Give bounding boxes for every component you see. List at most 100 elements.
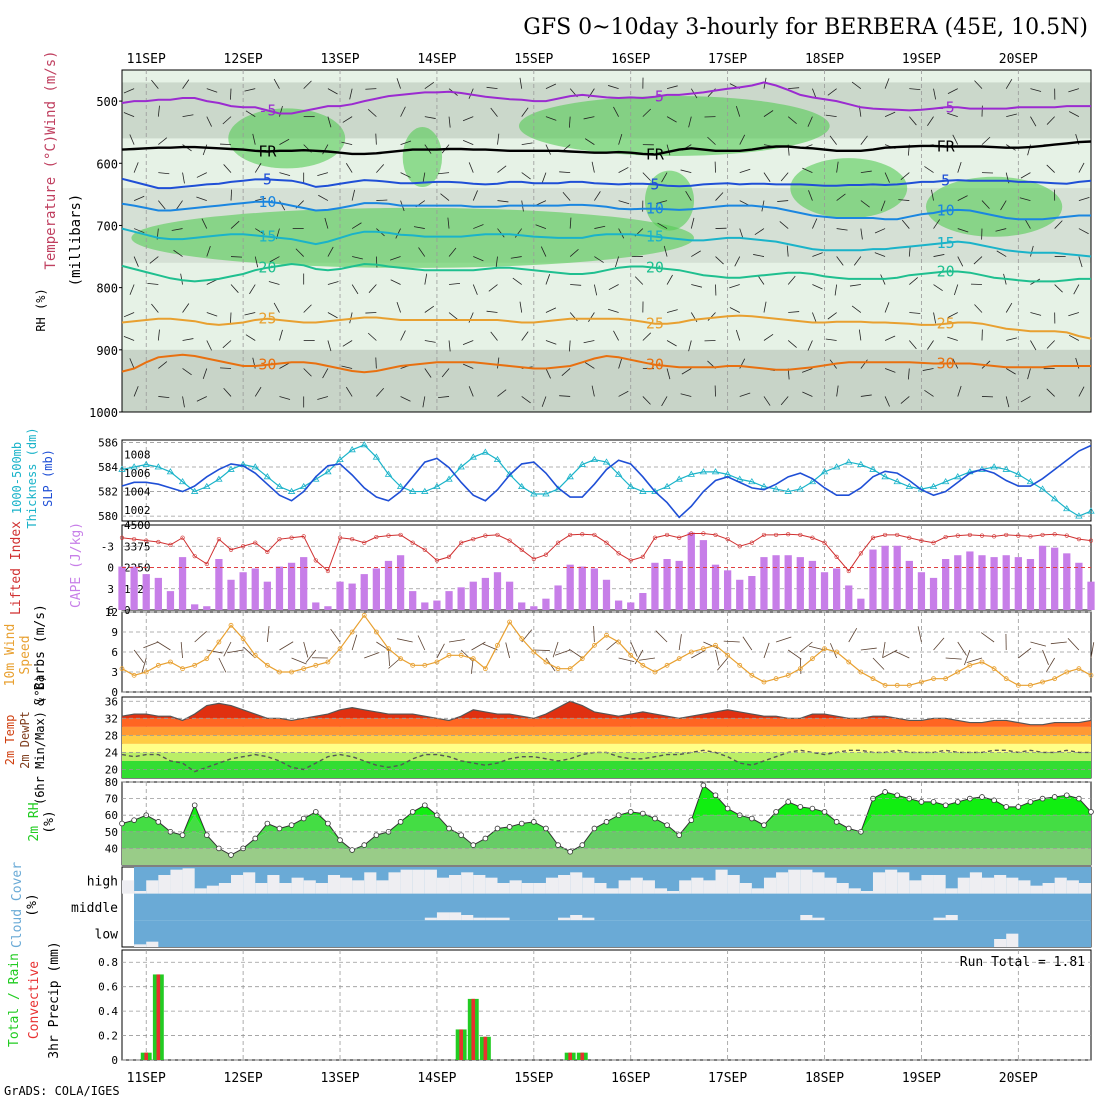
cloud-cell-high: [388, 872, 400, 893]
cape-bar: [894, 546, 901, 610]
cloud-cell-high: [752, 888, 764, 893]
rh-tick: 70: [105, 793, 118, 806]
precip-convective-bar: [484, 1037, 488, 1060]
rh-point: [943, 803, 948, 808]
rh-point: [362, 843, 367, 848]
pressure-tick: 900: [96, 344, 118, 358]
contour-label: 15: [646, 228, 664, 246]
day-label-bottom: 20SEP: [999, 1071, 1038, 1086]
cloud-cell-middle: [800, 915, 812, 920]
cape-bar: [1051, 548, 1058, 610]
li-tick: 0: [107, 562, 114, 575]
cape-bar: [1063, 553, 1070, 610]
cloud-cell-high: [146, 880, 158, 893]
precip-tick: 0.2: [98, 1030, 118, 1043]
wind10m-barb: [918, 626, 921, 642]
cape-bar: [470, 582, 477, 610]
slp-tick: 1004: [124, 486, 151, 499]
cape-bar: [1039, 546, 1046, 610]
rh-point: [422, 803, 427, 808]
cape-bar: [421, 602, 428, 610]
wind10m-barb: [776, 637, 791, 642]
wind10m-barb: [1046, 658, 1054, 672]
cape-bar: [930, 578, 937, 610]
cape-bar: [155, 578, 162, 610]
temp-band: [122, 752, 1091, 761]
cape-bar: [494, 572, 501, 610]
wind10m-barb: [883, 642, 886, 658]
cloud-cell-high: [982, 878, 994, 894]
rh-moist-patch: [228, 108, 345, 168]
cloud-cell-high: [800, 870, 812, 894]
cape-bar: [336, 582, 343, 610]
rh-point: [483, 836, 488, 841]
cape-tick: 4500: [124, 519, 151, 532]
wind10m-barb: [181, 642, 182, 658]
cloud-cell-high: [1043, 883, 1055, 894]
cape-bar: [821, 572, 828, 610]
cape-bar: [712, 565, 719, 610]
day-label-top: 12SEP: [224, 52, 263, 67]
temp-tick: 20: [105, 763, 118, 776]
wind10m-barb: [449, 639, 465, 642]
cloud-cell-high: [340, 878, 352, 894]
thickness-frame: [122, 440, 1091, 521]
cloud-cell-high: [267, 875, 279, 894]
cape-bar: [349, 584, 356, 610]
cloud-cell-high: [594, 883, 606, 894]
rh-point: [180, 833, 185, 838]
cape-bar: [167, 591, 174, 610]
cloud-cell-high: [934, 875, 946, 894]
precip-axis-label-line: 3hr Precip (mm): [47, 941, 62, 1058]
day-label-bottom: 13SEP: [320, 1071, 359, 1086]
cape-bar: [688, 533, 695, 610]
wind10m-barb: [376, 642, 389, 651]
cape-bar: [966, 551, 973, 610]
cape-bar: [857, 599, 864, 610]
cloud-cell-high: [631, 878, 643, 894]
wind-tick: 12: [105, 606, 118, 619]
wind10m-barb: [267, 626, 269, 642]
thickness-tick: 582: [98, 486, 118, 499]
rh-point: [301, 816, 306, 821]
rh-point: [955, 800, 960, 805]
precip-convective-bar: [157, 974, 161, 1060]
wind10m-barb: [304, 642, 308, 657]
day-label-bottom: 19SEP: [902, 1071, 941, 1086]
precip-convective-bar: [471, 999, 475, 1060]
pressure-tick: 1000: [89, 406, 118, 420]
cloud-cell-high: [873, 872, 885, 893]
rh-point: [677, 833, 682, 838]
wind10m-barb: [397, 639, 413, 642]
cloud-cell-high: [304, 880, 316, 893]
cloud-cell-high: [534, 883, 546, 894]
cloud-cell-high: [619, 880, 631, 893]
contour-label: FR: [258, 142, 277, 160]
cloud-cell-high: [994, 875, 1006, 894]
contour-label: -5: [646, 88, 664, 106]
wind10m-barb: [934, 638, 944, 650]
cape-bar: [906, 561, 913, 610]
rh-point: [132, 818, 137, 823]
wind10m-barb: [946, 658, 962, 659]
precip-frame: [122, 950, 1091, 1060]
wind10m-speed-line: [122, 615, 1091, 685]
cape-bar: [445, 591, 452, 610]
rh-point: [931, 800, 936, 805]
pressure-tick: 700: [96, 219, 118, 233]
rh2m-axis-label: 2m RH(%): [27, 802, 57, 841]
panels: 11SEP11SEP12SEP12SEP13SEP13SEP14SEP14SEP…: [3, 50, 1095, 1086]
cloud-cell-high: [473, 875, 485, 894]
cape-bar: [615, 601, 622, 610]
cloud-cell-high: [122, 880, 134, 893]
contour-label: 20: [258, 259, 276, 277]
rh-point: [507, 824, 512, 829]
cloud-cell-high: [897, 872, 909, 893]
cloud-cell-high: [655, 888, 667, 893]
cloud-cell-high: [376, 880, 388, 893]
cape-bar: [276, 567, 283, 610]
cloud-cell-middle: [558, 918, 570, 921]
pressure-tick: 600: [96, 157, 118, 171]
rh-point: [313, 809, 318, 814]
cloud-cell-high: [279, 883, 291, 894]
